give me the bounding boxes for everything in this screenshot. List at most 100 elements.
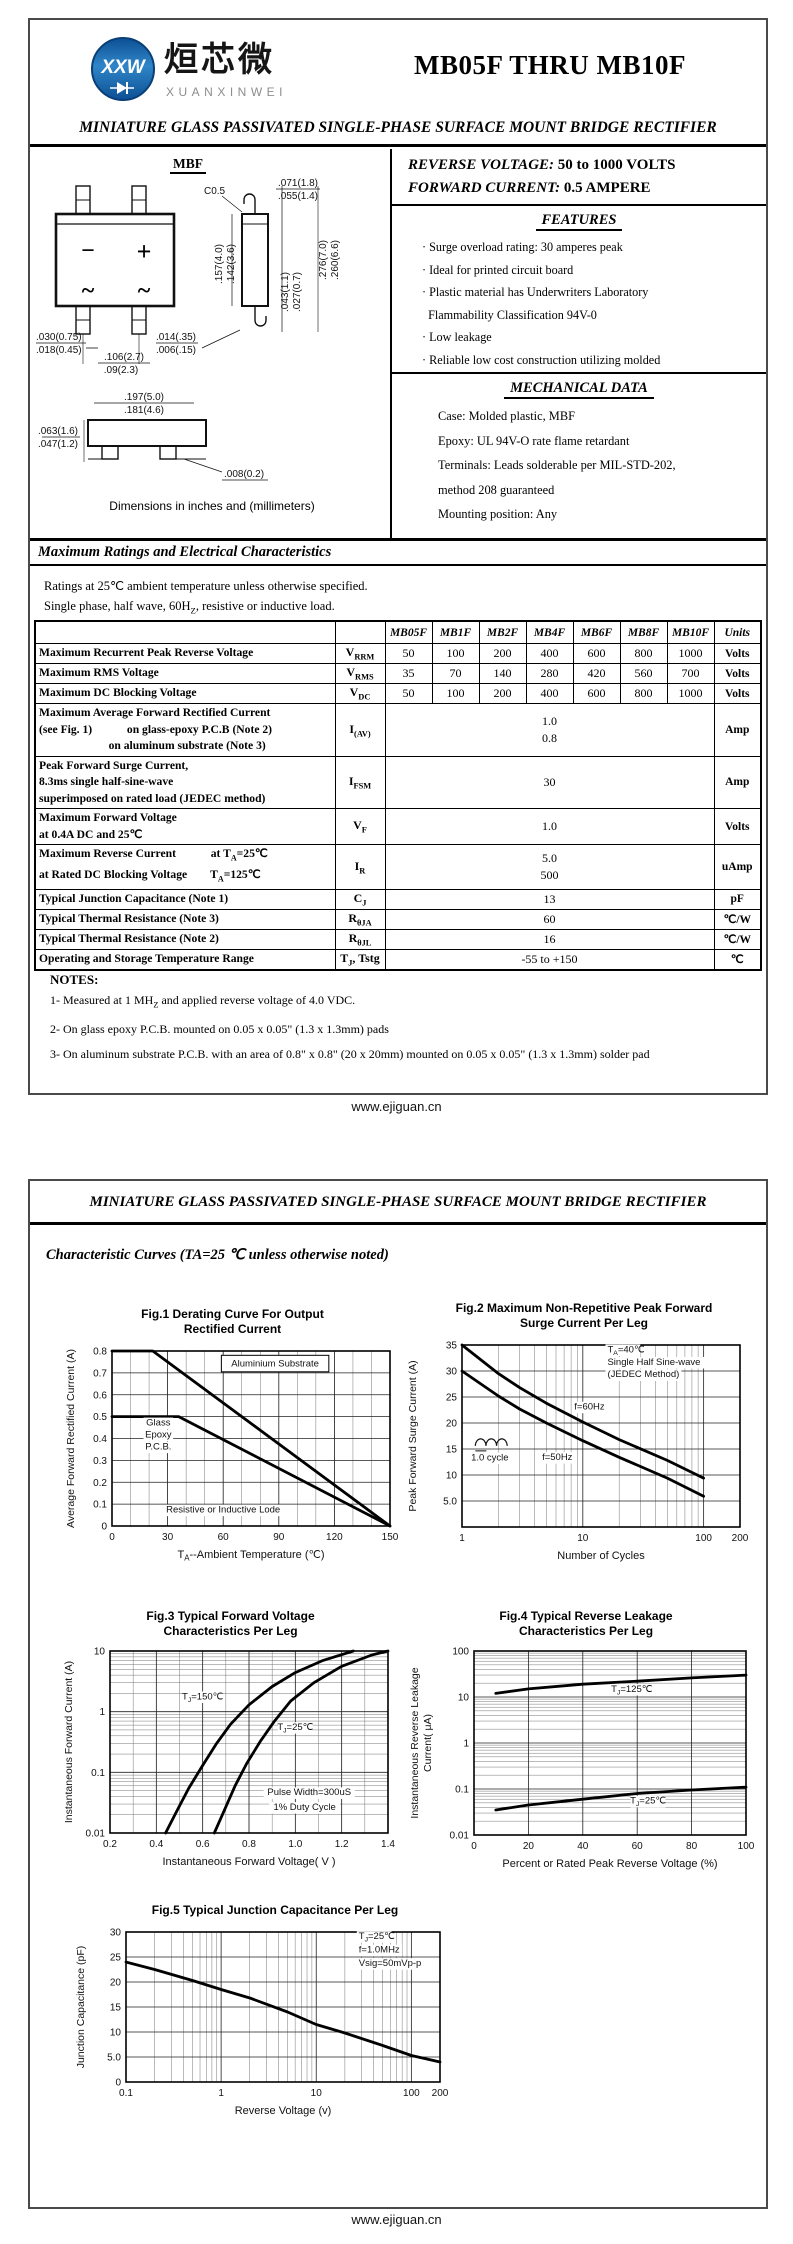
- symbol-cell: VRMS: [334, 663, 386, 684]
- table-row: Peak Forward Surge Current, 8.3ms single …: [34, 755, 762, 809]
- svg-text:f=60Hz: f=60Hz: [574, 1401, 605, 1412]
- svg-text:100: 100: [695, 1533, 712, 1544]
- dim-label: .014(.35): [156, 332, 196, 343]
- value-cell-span: 1.0: [384, 808, 715, 845]
- svg-text:5.0: 5.0: [107, 2053, 121, 2064]
- svg-text:15: 15: [446, 1445, 458, 1456]
- figure-2: Fig.2 Maximum Non-Repetitive Peak Forwar…: [402, 1301, 766, 1592]
- table-row: Maximum RMS Voltage VRMS 35 70 140 280 420 560 7…: [34, 663, 762, 684]
- svg-text:1.0 cycle: 1.0 cycle: [471, 1452, 509, 1463]
- logo-xxw-text: XXW: [100, 57, 146, 78]
- units-cell: Amp: [713, 755, 762, 809]
- logo-english-name: XUANXINWEI: [166, 85, 288, 99]
- svg-text:Percent or Rated Peak Reverse: Percent or Rated Peak Reverse Voltage (%…: [502, 1858, 717, 1870]
- svg-text:0.6: 0.6: [196, 1839, 210, 1850]
- feature-item: · Ideal for printed circuit board: [422, 262, 574, 277]
- bottom-view: [87, 419, 207, 460]
- dim-label: .106(2.7): [104, 352, 144, 363]
- parameter-name-cell: Maximum RMS Voltage: [34, 663, 336, 684]
- dim-label: .260(6.6): [330, 240, 341, 280]
- svg-text:20: 20: [110, 1978, 122, 1989]
- svg-text:10: 10: [110, 2028, 122, 2039]
- mechanical-data-heading: MECHANICAL DATA: [392, 380, 766, 399]
- svg-text:0.2: 0.2: [93, 1478, 107, 1489]
- mechanical-data-line: Terminals: Leads solderable per MIL-STD-…: [438, 458, 676, 472]
- value-cell-span: 5.0 500: [384, 844, 715, 890]
- parameter-name-cell: Maximum Average Forward Rectified Curren…: [34, 703, 336, 757]
- svg-text:60: 60: [632, 1841, 644, 1852]
- svg-text:Peak Forward Surge Current (A): Peak Forward Surge Current (A): [407, 1360, 419, 1511]
- svg-text:90: 90: [273, 1532, 285, 1543]
- svg-text:0.4: 0.4: [149, 1839, 163, 1850]
- symbol-cell: CJ: [334, 888, 386, 910]
- rule-under-features: [390, 372, 766, 374]
- svg-text:100: 100: [452, 1647, 469, 1658]
- svg-text:10: 10: [458, 1693, 470, 1704]
- dim-label: .09(2.3): [104, 365, 138, 376]
- company-logo: XXW: [90, 36, 156, 107]
- dim-label: .047(1.2): [38, 439, 78, 450]
- symbol-cell: VF: [334, 808, 386, 845]
- parameter-name-cell: Typical Thermal Resistance (Note 2): [34, 928, 336, 950]
- value-cell-span: -55 to +150: [384, 948, 715, 971]
- value-cell: 400: [525, 643, 574, 664]
- svg-text:0: 0: [109, 1532, 115, 1543]
- svg-text:Instantaneous Forward Current: Instantaneous Forward Current (A): [63, 1661, 75, 1823]
- symbol-cell: RθJA: [334, 908, 386, 930]
- table-row: Typical Thermal Resistance (Note 2) RθJL 1…: [34, 928, 762, 950]
- ac-mark-1: ~: [82, 278, 95, 304]
- datasheet-page-2: MINIATURE GLASS PASSIVATED SINGLE-PHASE …: [28, 1179, 768, 2209]
- units-cell: Volts: [713, 808, 762, 845]
- units-cell: Volts: [713, 663, 762, 684]
- svg-text:(JEDEC Method): (JEDEC Method): [607, 1369, 679, 1380]
- table-row: Typical Thermal Resistance (Note 3) RθJA 6…: [34, 908, 762, 930]
- value-cell: 800: [619, 683, 668, 704]
- svg-text:60: 60: [218, 1532, 230, 1543]
- notes-heading: NOTES:: [50, 972, 99, 987]
- document-subtitle: MINIATURE GLASS PASSIVATED SINGLE-PHASE …: [30, 119, 766, 147]
- symbol-cell: VDC: [334, 683, 386, 704]
- side-view: [231, 186, 283, 332]
- svg-text:Instantaneous Forward Voltage(: Instantaneous Forward Voltage( V ): [162, 1856, 335, 1868]
- ratings-summary: REVERSE VOLTAGE: 50 to 1000 VOLTS FORWAR…: [408, 154, 758, 200]
- units-cell: Amp: [713, 703, 762, 757]
- svg-text:35: 35: [446, 1341, 458, 1352]
- figure-3-chart: 0.2 0.4 0.6 0.8 1.0 1.2 1.4 0.01 0.1 1 10 TJ=150℃ TJ…: [63, 1647, 395, 1869]
- note-item: 2- On glass epoxy P.C.B. mounted on 0.05…: [50, 1022, 389, 1037]
- svg-text:Instantaneous Reverse LeakageC: Instantaneous Reverse LeakageCurrent( μA…: [409, 1667, 434, 1818]
- svg-text:Number of Cycles: Number of Cycles: [557, 1550, 645, 1562]
- table-row: Maximum Recurrent Peak Reverse Voltage VR…: [34, 643, 762, 664]
- units-cell: ℃/W: [713, 908, 762, 930]
- units-cell: Volts: [713, 683, 762, 704]
- figure-1-title: Fig.1 Derating Curve For Output Rectified…: [141, 1307, 324, 1336]
- value-cell: 50: [384, 643, 433, 664]
- svg-text:1.4: 1.4: [381, 1839, 395, 1850]
- features-list: · Surge overload rating: 30 amperes peak…: [422, 236, 762, 371]
- dim-label: C0.5: [204, 186, 226, 197]
- column-header: MB4F: [525, 620, 574, 644]
- column-header: [34, 620, 336, 644]
- svg-text:10: 10: [94, 1647, 106, 1658]
- svg-text:TJ=125℃: TJ=125℃: [611, 1684, 653, 1697]
- figure-2-title: Fig.2 Maximum Non-Repetitive Peak Forwar…: [455, 1301, 713, 1330]
- value-cell: 1000: [666, 643, 715, 664]
- value-cell: 70: [431, 663, 480, 684]
- svg-text:Average Forward Rectified Curr: Average Forward Rectified Current (A): [65, 1349, 77, 1528]
- symbol-cell: IFSM: [334, 755, 386, 809]
- svg-text:30: 30: [110, 1928, 122, 1939]
- page2-footer-url: www.ejiguan.cn: [351, 2212, 442, 2227]
- dim-label: .181(4.6): [124, 405, 164, 416]
- column-divider: [390, 149, 392, 538]
- value-cell: 700: [666, 663, 715, 684]
- symbol-cell: IR: [334, 844, 386, 890]
- table-header-row: MB05F MB1F MB2F MB4F MB6F MB8F MB10F Units: [34, 620, 762, 644]
- svg-text:0.8: 0.8: [242, 1839, 256, 1850]
- parameter-name-cell: Typical Junction Capacitance (Note 1): [34, 888, 336, 910]
- part-number-title: MB05F THRU MB10F: [414, 50, 686, 80]
- svg-text:Resistive or Inductive Lode: Resistive or Inductive Lode: [166, 1504, 280, 1515]
- svg-text:TJ=25℃: TJ=25℃: [277, 1722, 313, 1735]
- svg-text:1: 1: [99, 1707, 105, 1718]
- value-cell-span: 30: [384, 755, 715, 809]
- svg-text:0.5: 0.5: [93, 1412, 107, 1423]
- value-cell-span: 16: [384, 928, 715, 950]
